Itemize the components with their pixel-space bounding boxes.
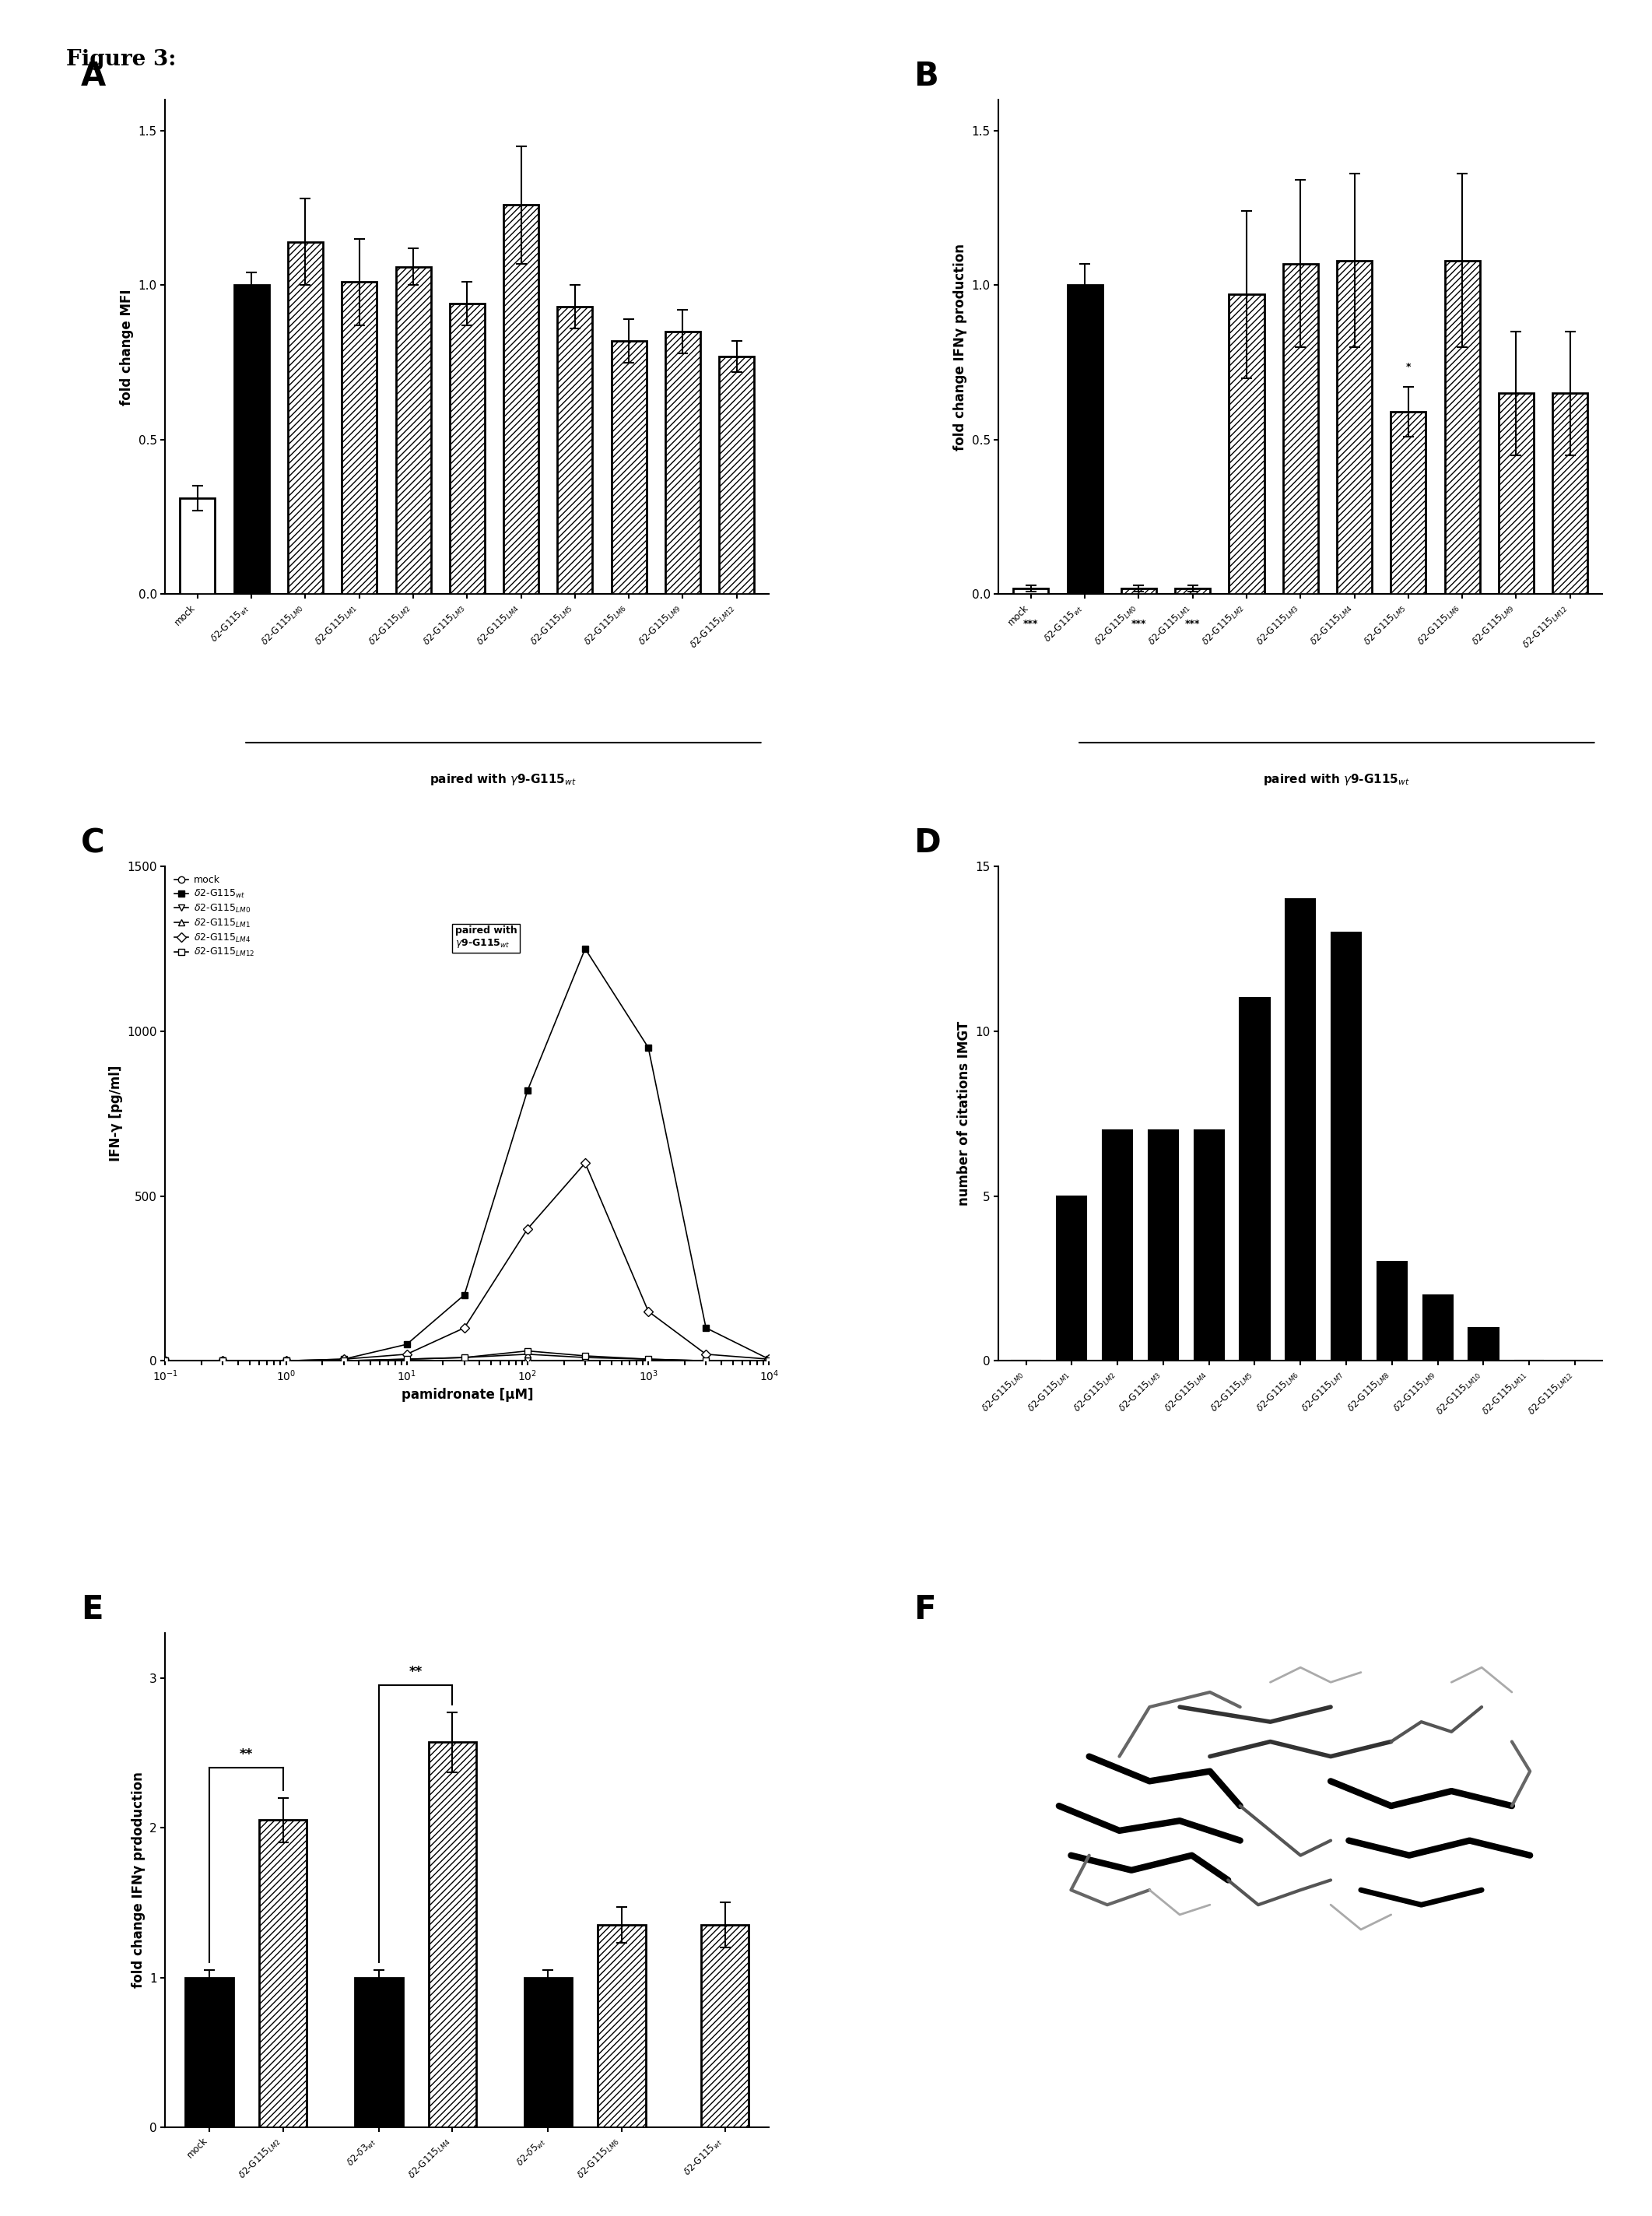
Bar: [1194, 1130, 1224, 1361]
Text: ***: ***: [1023, 618, 1039, 629]
Bar: [1285, 900, 1315, 1361]
X-axis label: pamidronate [μM]: pamidronate [μM]: [401, 1387, 534, 1403]
Y-axis label: fold change MFI: fold change MFI: [121, 288, 134, 406]
Bar: [1336, 261, 1371, 594]
Bar: [1229, 295, 1264, 594]
Bar: [1102, 1130, 1132, 1361]
Bar: [396, 266, 431, 594]
Bar: [700, 1926, 748, 2127]
Bar: [1284, 264, 1318, 594]
Text: Figure 3:: Figure 3:: [66, 49, 177, 69]
Text: ***: ***: [1184, 618, 1201, 629]
Text: F: F: [914, 1593, 937, 1627]
Bar: [428, 1742, 476, 2127]
Bar: [1013, 587, 1049, 594]
Bar: [719, 357, 755, 594]
Bar: [1175, 587, 1211, 594]
Text: ***: ***: [1132, 618, 1146, 629]
Bar: [342, 281, 377, 594]
Bar: [449, 304, 484, 594]
Bar: [1067, 286, 1102, 594]
Bar: [1332, 933, 1361, 1361]
Bar: [1391, 412, 1426, 594]
Text: B: B: [914, 60, 938, 93]
Bar: [504, 204, 539, 594]
Bar: [259, 1819, 307, 2127]
Bar: [1553, 394, 1588, 594]
Bar: [355, 1977, 403, 2127]
Text: paired with $\gamma$9-G115$_{wt}$: paired with $\gamma$9-G115$_{wt}$: [1264, 773, 1411, 787]
Text: paired with
$\gamma$9-G115$_{wt}$: paired with $\gamma$9-G115$_{wt}$: [454, 926, 517, 951]
Bar: [524, 1977, 572, 2127]
Bar: [1469, 1327, 1498, 1361]
Bar: [185, 1977, 233, 2127]
Y-axis label: fold change IFNγ prdoduction: fold change IFNγ prdoduction: [131, 1773, 145, 1988]
Bar: [611, 341, 646, 594]
Text: **: **: [410, 1664, 423, 1680]
Y-axis label: IFN-γ [pg/ml]: IFN-γ [pg/ml]: [109, 1066, 122, 1161]
Bar: [1422, 1294, 1452, 1361]
Text: *: *: [1406, 361, 1411, 372]
Legend: mock, $\delta$2-G115$_{wt}$, $\delta$2-G115$_{LM0}$, $\delta$2-G115$_{LM1}$, $\d: mock, $\delta$2-G115$_{wt}$, $\delta$2-G…: [170, 871, 258, 962]
Bar: [1057, 1197, 1087, 1361]
Bar: [1446, 261, 1480, 594]
Bar: [1148, 1130, 1178, 1361]
Bar: [1378, 1261, 1408, 1361]
Text: A: A: [81, 60, 106, 93]
Y-axis label: fold change IFNγ production: fold change IFNγ production: [953, 244, 968, 450]
Bar: [557, 306, 593, 594]
Y-axis label: number of citations IMGT: number of citations IMGT: [957, 1022, 971, 1206]
Bar: [1498, 394, 1533, 594]
Bar: [1241, 997, 1270, 1361]
Text: E: E: [81, 1593, 102, 1627]
Bar: [180, 499, 215, 594]
Text: C: C: [81, 827, 104, 860]
Bar: [666, 332, 700, 594]
Bar: [598, 1926, 646, 2127]
Text: paired with $\gamma$9-G115$_{wt}$: paired with $\gamma$9-G115$_{wt}$: [430, 773, 577, 787]
Bar: [235, 286, 269, 594]
Text: D: D: [914, 827, 942, 860]
Text: **: **: [240, 1748, 253, 1762]
Bar: [1122, 587, 1156, 594]
Bar: [287, 242, 322, 594]
